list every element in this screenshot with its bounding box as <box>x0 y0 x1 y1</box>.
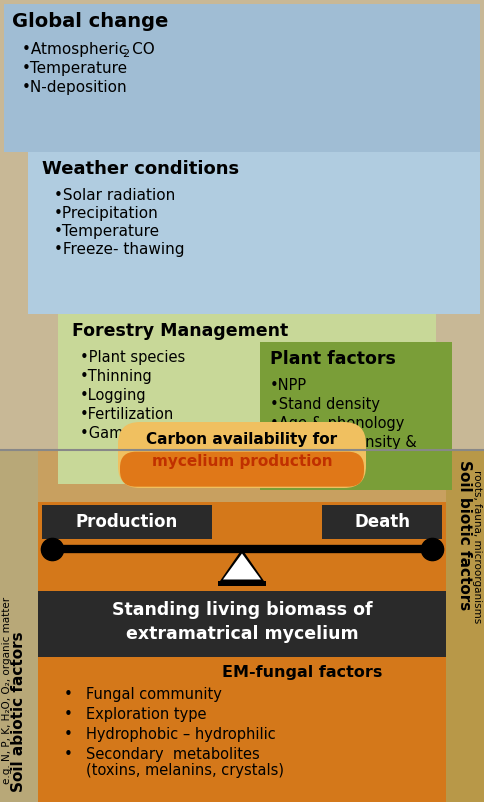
Text: EM-fungal factors: EM-fungal factors <box>222 665 382 680</box>
Text: •Logging: •Logging <box>80 388 147 403</box>
Text: Exploration type: Exploration type <box>86 707 207 722</box>
Text: 2: 2 <box>122 49 129 59</box>
Text: production: production <box>276 451 355 466</box>
Text: •: • <box>64 707 73 722</box>
Text: Global change: Global change <box>12 12 168 31</box>
Text: extramatrical mycelium: extramatrical mycelium <box>126 625 358 643</box>
Text: •: • <box>64 727 73 742</box>
Text: •Freeze- thawing: •Freeze- thawing <box>54 242 184 257</box>
Text: Plant factors: Plant factors <box>270 350 396 368</box>
Text: •Thinning: •Thinning <box>80 369 153 384</box>
Text: •Solar radiation: •Solar radiation <box>54 188 175 203</box>
Text: (toxins, melanins, crystals): (toxins, melanins, crystals) <box>86 763 284 778</box>
Text: e.g. N, P, K, H₂O, O₂, organic matter: e.g. N, P, K, H₂O, O₂, organic matter <box>2 597 12 784</box>
Text: Weather conditions: Weather conditions <box>42 160 239 178</box>
Polygon shape <box>223 553 261 580</box>
Bar <box>58 314 436 484</box>
Bar <box>446 450 484 802</box>
Text: Fungal community: Fungal community <box>86 687 222 702</box>
Text: Secondary  metabolites: Secondary metabolites <box>86 747 260 762</box>
Text: Soil biotic factors: Soil biotic factors <box>457 460 472 610</box>
Text: Hydrophobic – hydrophilic: Hydrophobic – hydrophilic <box>86 727 276 742</box>
Bar <box>0 450 484 802</box>
Text: •Temperature: •Temperature <box>54 224 160 239</box>
Text: •: • <box>64 687 73 702</box>
Text: •Temperature: •Temperature <box>22 61 128 76</box>
Text: •Plant species: •Plant species <box>80 350 185 365</box>
FancyBboxPatch shape <box>118 422 366 488</box>
Bar <box>4 4 480 152</box>
Text: •Fine root density &: •Fine root density & <box>270 435 417 450</box>
Text: •Stand density: •Stand density <box>270 397 380 412</box>
Text: •Precipitation: •Precipitation <box>54 206 159 221</box>
Text: •Game management: •Game management <box>80 426 235 441</box>
Text: mycelium production: mycelium production <box>151 454 333 469</box>
Bar <box>0 450 38 802</box>
Text: roots, fauna, microorganisms: roots, fauna, microorganisms <box>472 470 482 623</box>
Polygon shape <box>220 549 264 581</box>
Text: •Fertilization: •Fertilization <box>80 407 174 422</box>
Bar <box>260 342 452 490</box>
FancyBboxPatch shape <box>120 452 364 487</box>
Text: Soil abiotic factors: Soil abiotic factors <box>12 631 27 792</box>
Bar <box>38 502 446 802</box>
Text: •Age & phenology: •Age & phenology <box>270 416 404 431</box>
Text: Carbon availability for: Carbon availability for <box>147 432 337 447</box>
Bar <box>42 505 212 539</box>
Text: •Atmospheric CO: •Atmospheric CO <box>22 42 155 57</box>
Text: •: • <box>64 747 73 762</box>
Bar <box>28 152 480 314</box>
Bar <box>218 581 266 586</box>
Text: •N-deposition: •N-deposition <box>22 80 128 95</box>
Bar <box>38 591 446 657</box>
Text: Standing living biomass of: Standing living biomass of <box>112 601 372 619</box>
Text: Production: Production <box>76 513 178 531</box>
Text: •NPP: •NPP <box>270 378 307 393</box>
Bar <box>322 505 442 539</box>
Text: Forestry Management: Forestry Management <box>72 322 288 340</box>
Bar <box>0 0 484 450</box>
Text: Death: Death <box>354 513 410 531</box>
